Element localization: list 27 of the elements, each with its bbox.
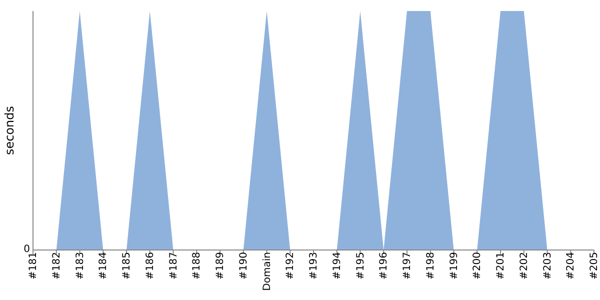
x-tick-label: #202 <box>518 252 530 280</box>
x-tick-label: #185 <box>122 252 133 280</box>
x-tick-label: #192 <box>285 252 296 280</box>
y-axis-title: seconds <box>2 106 16 156</box>
x-tick-label: #194 <box>332 252 343 280</box>
x-tick-label: #183 <box>74 252 86 280</box>
x-tick-label: #201 <box>496 252 507 280</box>
x-tick-label: #203 <box>542 252 554 280</box>
x-tick-label: #205 <box>589 252 600 280</box>
x-tick-label: #190 <box>238 252 250 280</box>
x-tick-label: #200 <box>472 252 484 280</box>
x-tick-label: #182 <box>51 252 62 280</box>
x-tick-label: #198 <box>425 252 436 280</box>
x-tick-label: #187 <box>168 252 180 280</box>
x-tick-label: #186 <box>144 252 156 280</box>
x-tick-label: Domain <box>262 252 273 291</box>
x-tick-label: #195 <box>355 252 366 280</box>
x-tick-label: #196 <box>378 252 390 280</box>
x-tick-label: #204 <box>566 252 577 280</box>
x-tick-label: #189 <box>215 252 226 280</box>
x-tick-label: #193 <box>308 252 320 280</box>
x-tick-label: #199 <box>448 252 460 280</box>
x-tick-label: #184 <box>98 252 110 280</box>
text: 0 <box>22 244 30 255</box>
x-tick-label: #188 <box>192 252 203 280</box>
x-tick-label: #197 <box>402 252 414 280</box>
x-tick-label: #181 <box>28 252 40 280</box>
